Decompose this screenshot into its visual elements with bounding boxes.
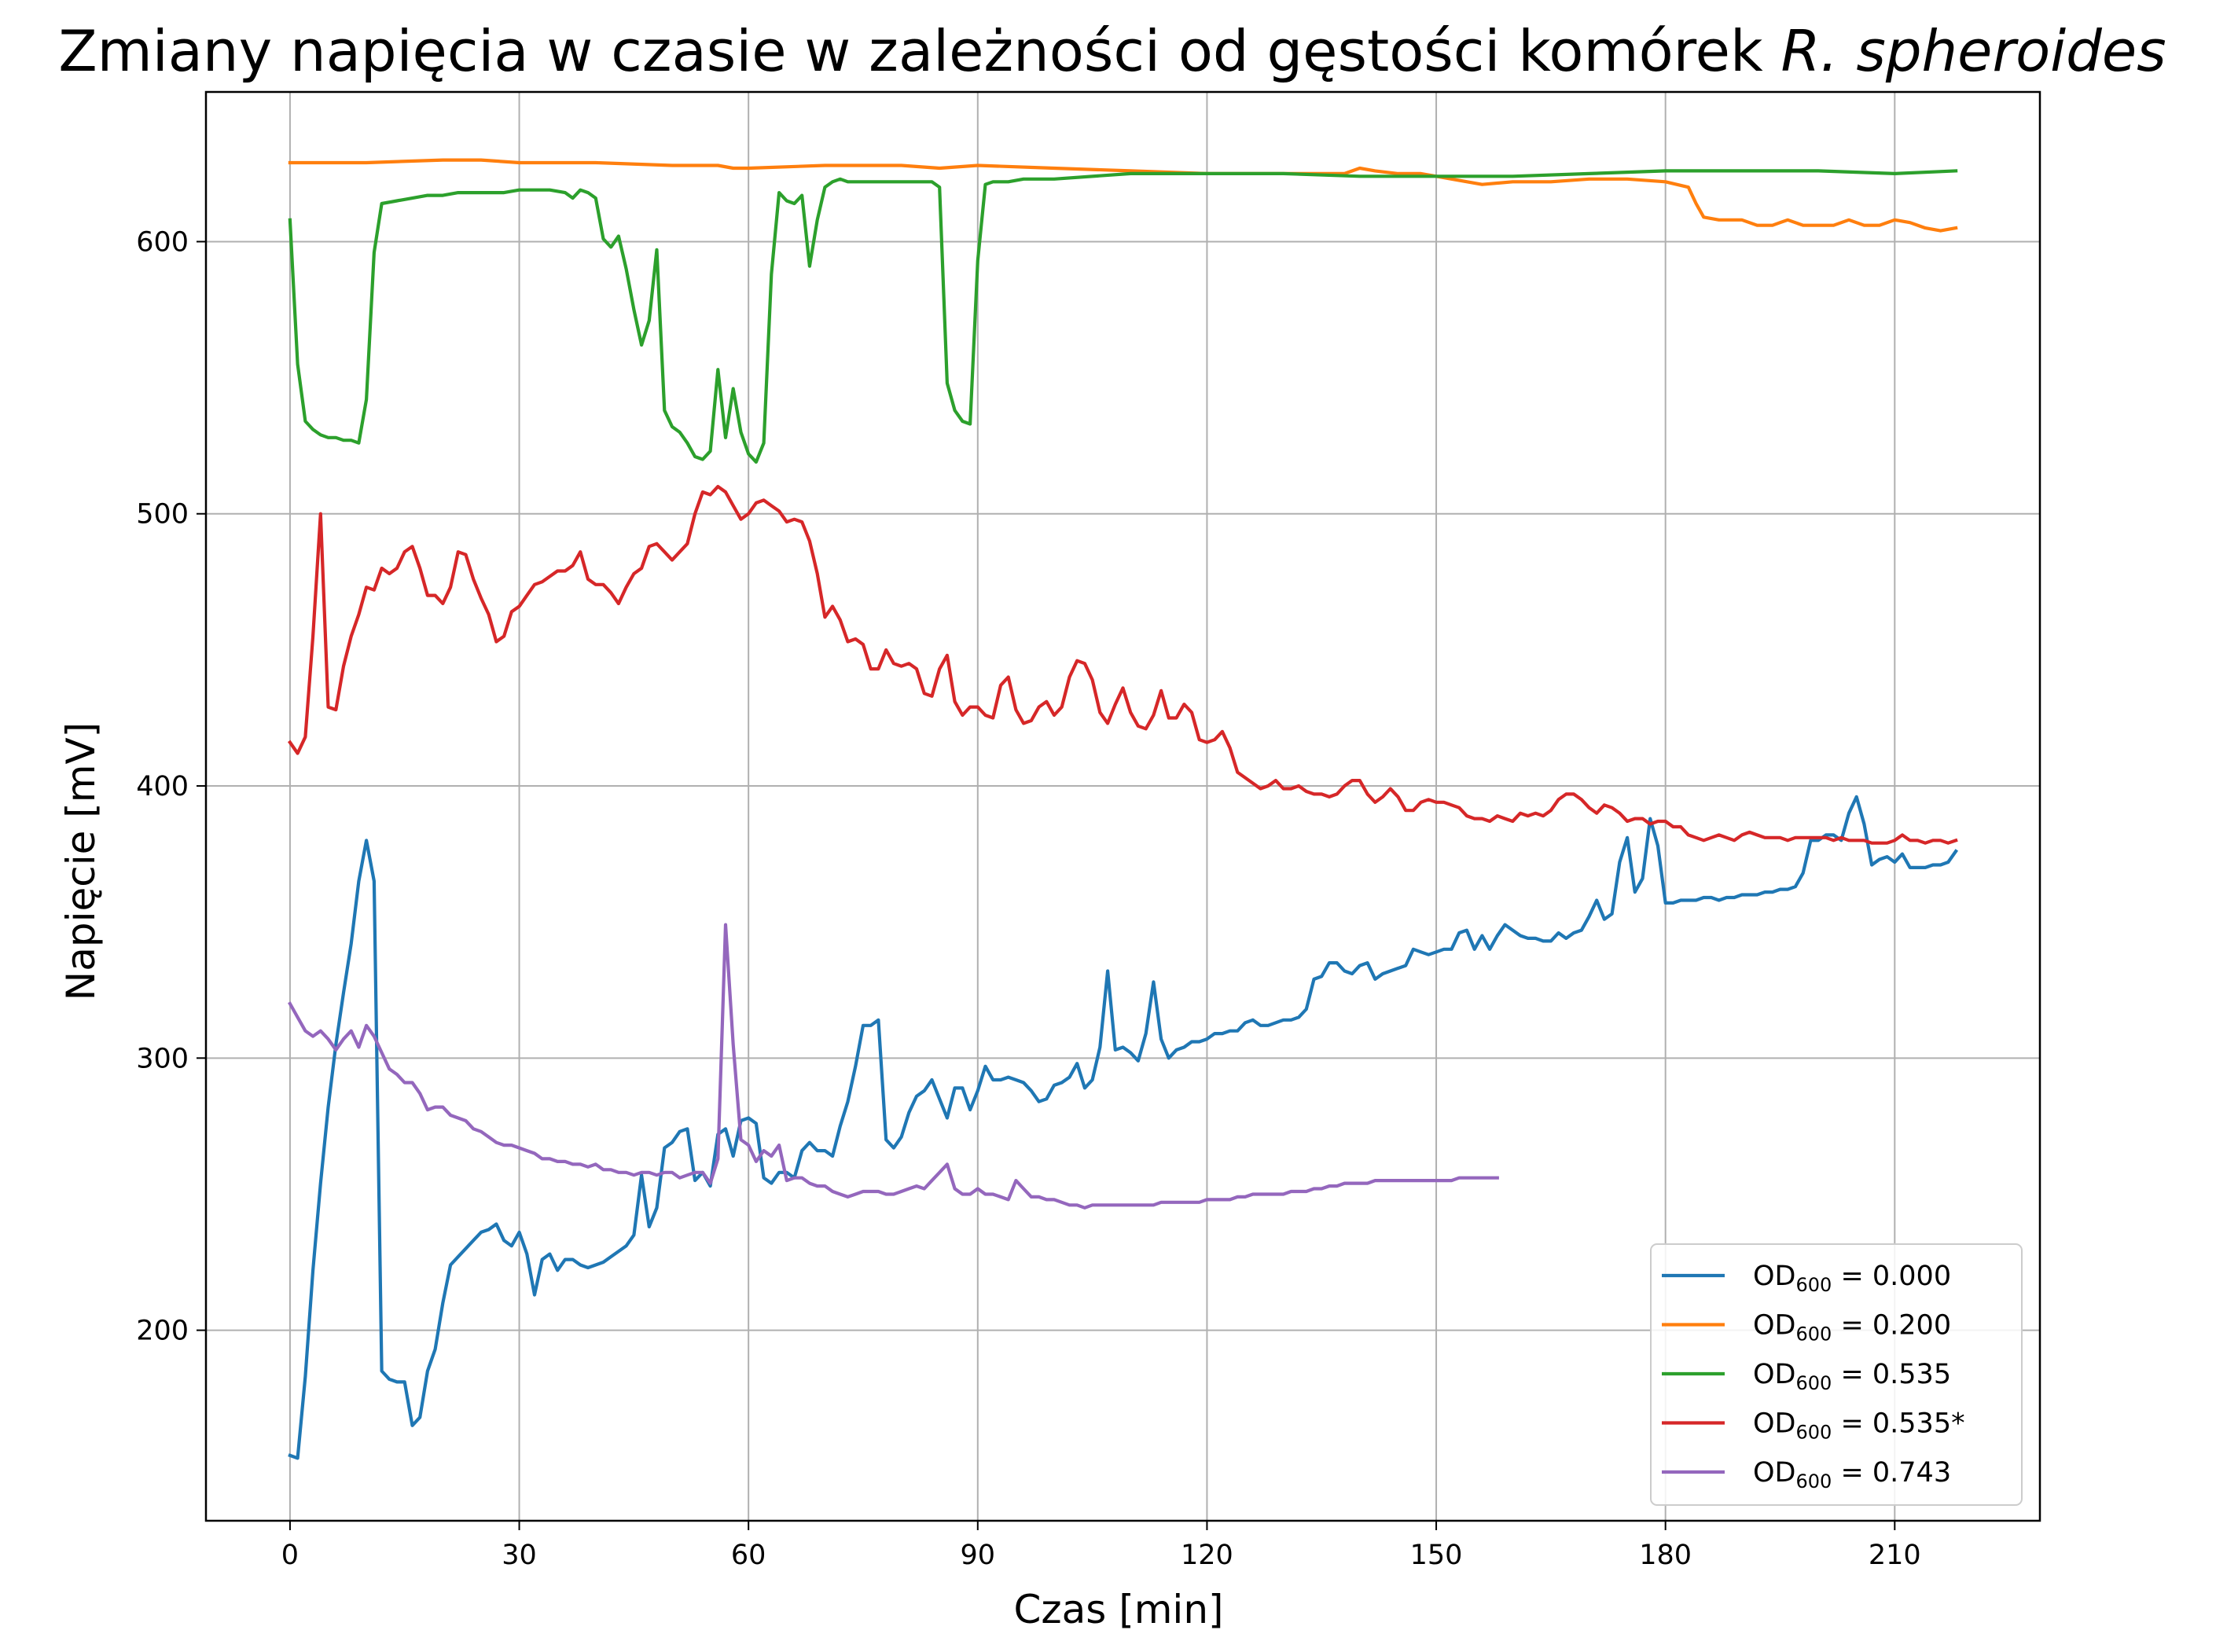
legend: OD600 = 0.000 OD600 = 0.200 OD600 = 0.535 O… [1650, 1243, 2023, 1506]
x-tick-label: 90 [961, 1540, 996, 1571]
x-tick-label: 0 [281, 1540, 299, 1571]
x-tick-label: 30 [502, 1540, 537, 1571]
chart-title-main: Zmiany napięcia w czasie w zależności od… [58, 18, 1780, 84]
legend-label-1: OD600 = 0.000 [1753, 1261, 1951, 1296]
x-tick-label: 60 [731, 1540, 766, 1571]
y-tick-label: 500 [136, 499, 189, 530]
legend-box [1650, 1243, 2023, 1506]
x-tick-label: 120 [1181, 1540, 1233, 1571]
grid-layer [206, 92, 2040, 1521]
series-line-3 [288, 169, 1958, 464]
series-line-4 [287, 484, 1958, 845]
series-line-2 [288, 158, 1958, 233]
y-axis-label: Napięcie [mV] [58, 722, 104, 1000]
legend-label-3: OD600 = 0.535 [1753, 1359, 1951, 1394]
y-tick-label: 300 [136, 1043, 189, 1074]
chart-title-species: R. spheroides [1781, 18, 2166, 84]
legend-label-2: OD600 = 0.200 [1753, 1310, 1951, 1345]
series-line-1 [288, 795, 1959, 1460]
x-tick-label: 180 [1639, 1540, 1692, 1571]
legend-label-5: OD600 = 0.743 [1753, 1457, 1951, 1492]
x-axis-label: Czas [min] [1013, 1587, 1223, 1632]
legend-label-4: OD600 = 0.535* [1753, 1408, 1965, 1444]
series-layer [287, 158, 1959, 1460]
plot-frame [204, 90, 2041, 1522]
y-tick-label: 400 [136, 771, 189, 802]
y-tick-label: 600 [136, 226, 189, 258]
series-line-5 [288, 923, 1499, 1210]
ticks-layer: 0 30 60 90 120 150 180 210 200 300 400 500 600 [136, 226, 1921, 1571]
x-tick-label: 150 [1410, 1540, 1463, 1571]
chart-title: Zmiany napięcia w czasie w zależności od… [58, 18, 2166, 84]
x-tick-label: 210 [1869, 1540, 1921, 1571]
y-tick-label: 200 [136, 1316, 189, 1347]
